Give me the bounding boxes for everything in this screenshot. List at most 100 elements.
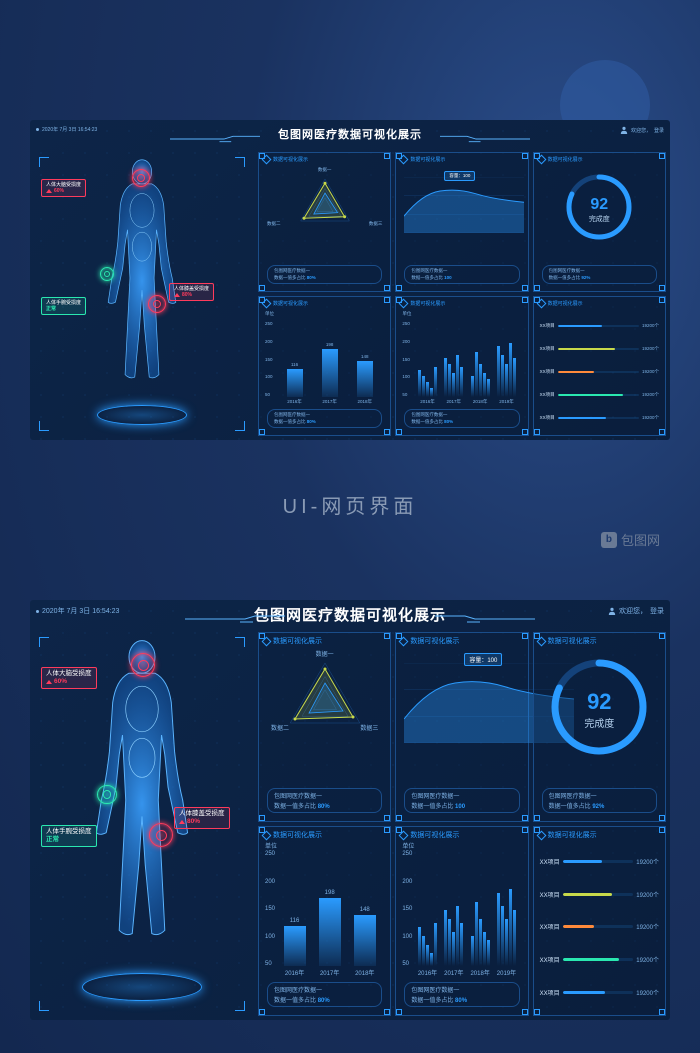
triangle-up-icon <box>179 820 185 824</box>
progress-row: XX项目 19200个 <box>540 346 659 352</box>
col-group: 2017年 <box>444 906 463 977</box>
panel-footer: 包图网医疗数据一 数据一值多占比 100 <box>404 788 519 813</box>
panel-title: 数据可视化展示 <box>259 633 390 649</box>
header-deco-icon <box>430 615 540 623</box>
panel-footer: 包图网医疗数据一 数据一值多占比 80% <box>267 788 382 813</box>
user-icon <box>608 607 616 615</box>
panel-title: 数据可视化展示 <box>396 153 527 166</box>
gauge-chart: 92 完成度 <box>551 659 647 760</box>
gauge-value: 92 <box>587 689 611 715</box>
gauge-label: 完成度 <box>584 715 614 730</box>
bar-item: 198 2017年 <box>319 890 341 977</box>
panel-footer: 包图网医疗数据一 数据一值多占比 100 <box>404 265 519 284</box>
radar-axis-label: 数据三 <box>360 723 378 732</box>
bar-item: 116 2016年 <box>287 362 303 405</box>
injury-title: 人体膝盖受损度 <box>179 810 225 818</box>
header-deco-icon <box>180 615 290 623</box>
progress-row: XX项目 19200个 <box>540 922 659 931</box>
progress-row: XX项目 19200个 <box>540 415 659 421</box>
injury-ring <box>131 653 155 677</box>
dashboard-bottom: 2020年 7月 3日 16:54:23 包图网医疗数据可视化展示 欢迎您，登录… <box>30 600 670 1020</box>
body-frame: 人体大脑受损度 60% 人体膝盖受损度 80% 人体手腕受损度 正常 <box>38 636 246 1012</box>
injury-ring <box>148 295 166 313</box>
panel-title: 数据可视化展示 <box>534 297 665 310</box>
injury-ring <box>132 169 150 187</box>
progress-bar <box>563 860 634 863</box>
panel-footer: 包图网医疗数据一 数据一值多占比 92% <box>542 788 657 813</box>
injury-tag: 人体大脑受损度 60% <box>41 179 86 197</box>
progress-row: XX项目 19200个 <box>540 369 659 375</box>
progress-row: XX项目 19200个 <box>540 857 659 866</box>
panel-footer: 包图网医疗数据一 数据一值多占比 80% <box>267 265 382 284</box>
panel-title: 数据可视化展示 <box>396 633 527 649</box>
panel-cols: 数据可视化展示 单位 25020015010050 2016年 2017年 20… <box>395 826 528 1016</box>
triangle-up-icon <box>174 293 180 297</box>
injury-tag: 人体手腕受损度 正常 <box>41 297 86 315</box>
column-chart: 2016年 2017年 2018年 2019年 <box>414 889 519 977</box>
col-group: 2019年 <box>497 343 516 405</box>
injury-value: 60% <box>46 678 92 686</box>
progress-bar <box>563 925 634 928</box>
injury-tag: 人体大脑受损度 60% <box>41 667 97 689</box>
y-axis: 25020015010050 <box>265 851 275 967</box>
panel-progress: 数据可视化展示 XX项目 19200个 XX项目 19200个 XX项目 192… <box>533 296 666 436</box>
page-subtitle: UI-网页界面 <box>0 490 700 519</box>
injury-tag: 人体手腕受损度 正常 <box>41 825 97 847</box>
header-datetime: 2020年 7月 3日 16:54:23 <box>36 126 97 133</box>
header-deco-icon <box>170 135 260 143</box>
progress-row: XX项目 19200个 <box>540 988 659 997</box>
panel-title: 数据可视化展示 <box>534 633 665 649</box>
panel-footer: 包图网医疗数据一 数据一值多占比 92% <box>542 265 657 284</box>
progress-bar <box>558 325 639 327</box>
platform-glow <box>97 405 187 425</box>
panel-area: 数据可视化展示 容量：100 包图网医疗数据一 数据一值多占比 100 <box>395 632 528 822</box>
header-auth[interactable]: 欢迎您，登录 <box>608 606 664 616</box>
panel-title: 数据可视化展示 <box>534 153 665 166</box>
panel-area: 数据可视化展示 容量：100 包图网医疗数据一 数据一值多占比 100 <box>395 152 528 292</box>
progress-row: XX项目 19200个 <box>540 890 659 899</box>
panel-title: 数据可视化展示 <box>534 827 665 843</box>
gauge-value: 92 <box>590 196 608 214</box>
panel-title: 数据可视化展示 <box>259 297 390 310</box>
radar-axis-label: 数据二 <box>267 221 281 227</box>
watermark-text: 包图网 <box>621 530 660 549</box>
progress-bar <box>558 417 639 419</box>
panel-radar: 数据可视化展示 数据一 数据二 数据三 包图网医疗数据一 数据一值多占比 80% <box>258 632 391 822</box>
triangle-up-icon <box>46 189 52 193</box>
dashboard-top: 2020年 7月 3日 16:54:23 包图网医疗数据可视化展示 欢迎您，登录… <box>30 120 670 440</box>
injury-value: 60% <box>46 188 81 194</box>
col-group: 2018年 <box>470 902 489 978</box>
panel-title: 数据可视化展示 <box>259 153 390 166</box>
area-chart <box>404 177 524 233</box>
bar-item: 148 2018年 <box>357 354 373 405</box>
y-axis-title: 单位 <box>265 841 277 850</box>
y-axis: 25020015010050 <box>402 321 410 397</box>
radar-axis-label: 数据一 <box>316 649 334 658</box>
progress-list: XX项目 19200个 XX项目 19200个 XX项目 19200个 XX项目 <box>540 845 659 1009</box>
progress-row: XX项目 19200个 <box>540 392 659 398</box>
panel-footer: 包图网医疗数据一 数据一值多占比 80% <box>267 409 382 428</box>
watermark-icon: b <box>601 532 617 548</box>
y-axis: 25020015010050 <box>265 321 273 397</box>
col-group: 2016年 <box>418 923 437 977</box>
y-axis: 25020015010050 <box>402 851 412 967</box>
radar-axis-label: 数据一 <box>318 167 332 173</box>
panel-title: 数据可视化展示 <box>396 297 527 310</box>
panel-footer: 包图网医疗数据一 数据一值多占比 80% <box>267 982 382 1007</box>
platform-glow <box>82 973 202 1001</box>
header-datetime: 2020年 7月 3日 16:54:23 <box>36 606 119 616</box>
panel-radar: 数据可视化展示 数据一 数据二 数据三 包图网医疗数据一 数据一值多占比 80% <box>258 152 391 292</box>
panel-title: 数据可视化展示 <box>259 827 390 843</box>
injury-title: 人体手腕受损度 <box>46 828 92 836</box>
panel-bars: 数据可视化展示 单位 25020015010050 116 2016年 198 … <box>258 296 391 436</box>
header-auth[interactable]: 欢迎您，登录 <box>620 126 664 134</box>
progress-bar <box>558 348 639 350</box>
watermark: b 包图网 <box>601 530 660 549</box>
panel-bars: 数据可视化展示 单位 25020015010050 116 2016年 198 … <box>258 826 391 1016</box>
panel-title: 数据可视化展示 <box>396 827 527 843</box>
radar-axis-label: 数据二 <box>271 723 289 732</box>
bar-item: 148 2018年 <box>354 907 376 977</box>
column-chart: 2016年 2017年 2018年 2019年 <box>414 343 519 405</box>
bar-chart: 116 2016年 198 2017年 148 2018年 <box>277 342 382 405</box>
progress-list: XX项目 19200个 XX项目 19200个 XX项目 19200个 XX项目 <box>540 315 659 429</box>
